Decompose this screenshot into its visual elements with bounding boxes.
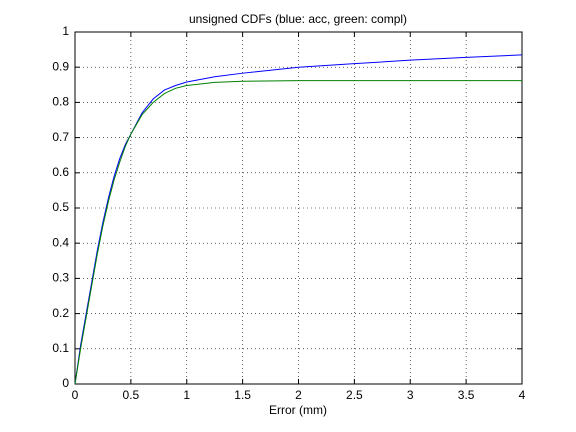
y-tick-label: 0.3 xyxy=(52,271,69,285)
y-tick-label: 0.2 xyxy=(52,306,69,320)
x-tick-label: 1 xyxy=(183,388,190,402)
y-tick-label: 0.4 xyxy=(52,235,69,249)
x-tick-label: 3 xyxy=(407,388,414,402)
x-tick-label: 3.5 xyxy=(458,388,475,402)
y-tick-label: 0.1 xyxy=(52,341,69,355)
y-tick-label: 0 xyxy=(62,376,69,390)
y-tick-label: 0.7 xyxy=(52,130,69,144)
y-tick-label: 1 xyxy=(62,24,69,38)
y-tick-label: 0.8 xyxy=(52,95,69,109)
x-axis-label: Error (mm) xyxy=(269,403,327,417)
x-tick-label: 4 xyxy=(519,388,526,402)
x-tick-label: 2.5 xyxy=(346,388,363,402)
x-tick-label: 1.5 xyxy=(234,388,251,402)
y-tick-label: 0.6 xyxy=(52,165,69,179)
x-tick-label: 2 xyxy=(295,388,302,402)
y-tick-label: 0.5 xyxy=(52,200,69,214)
y-tick-label: 0.9 xyxy=(52,59,69,73)
x-tick-label: 0 xyxy=(72,388,79,402)
x-tick-label: 0.5 xyxy=(123,388,140,402)
chart-title: unsigned CDFs (blue: acc, green: compl) xyxy=(189,12,407,26)
data-line xyxy=(74,54,523,385)
data-line xyxy=(74,80,522,385)
